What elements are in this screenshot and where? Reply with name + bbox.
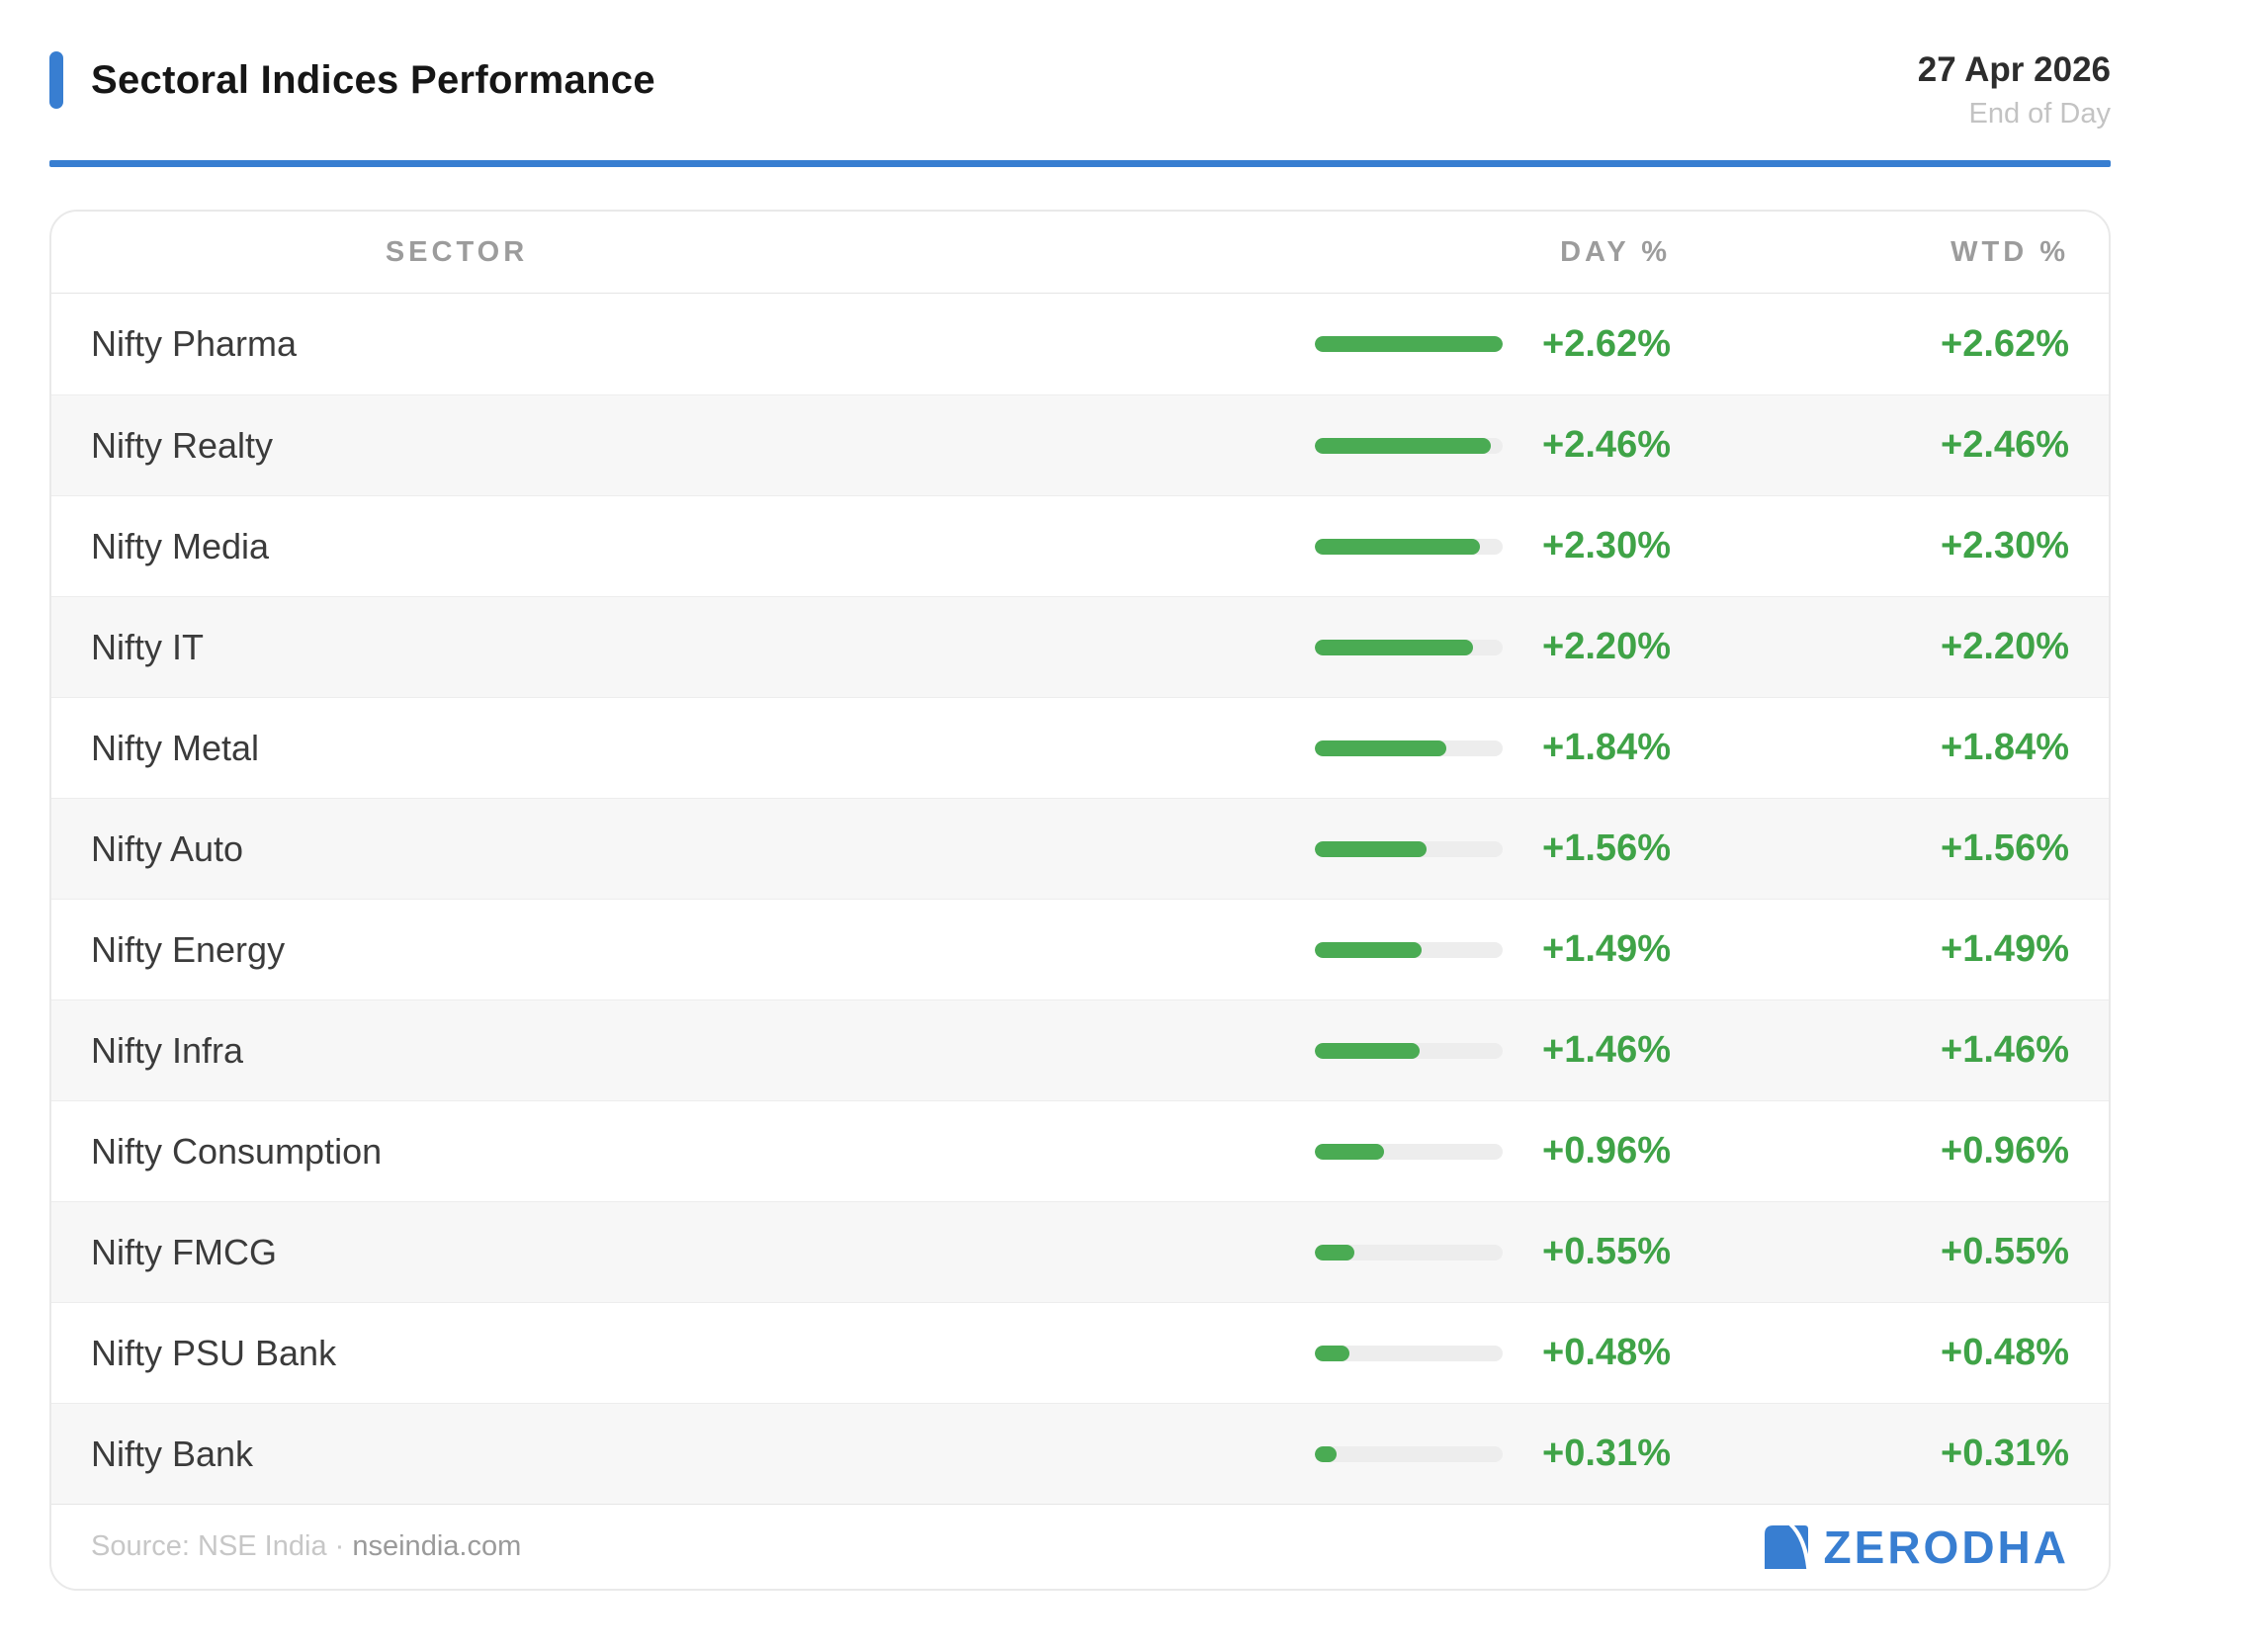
day-change-bar-track	[1315, 840, 1503, 857]
day-value: +0.96%	[1542, 1130, 1671, 1173]
day-change-bar-fill	[1315, 1244, 1354, 1261]
day-change-bar-fill	[1315, 840, 1428, 857]
table-row: Nifty IT +2.20% +2.20%	[51, 596, 2109, 698]
day-change-bar-track	[1315, 1244, 1503, 1261]
wtd-value: +2.20%	[1941, 626, 2069, 668]
wtd-value: +1.46%	[1941, 1029, 2069, 1072]
day-change-bar-fill	[1315, 941, 1423, 958]
content: Sectoral Indices Performance 27 Apr 2026…	[49, 50, 2111, 1592]
sector-name: Nifty PSU Bank	[91, 1332, 337, 1373]
sector-name: Nifty Media	[91, 525, 270, 566]
wtd-value: +1.49%	[1941, 928, 2069, 971]
zerodha-logo-icon	[1764, 1524, 1808, 1569]
table-footer: Source: NSE India · nseindia.com ZERODHA	[51, 1504, 2109, 1590]
day-change-bar-fill	[1315, 1445, 1338, 1462]
day-change-bar-track	[1315, 639, 1503, 655]
day-value: +0.55%	[1542, 1231, 1671, 1273]
sector-table-card: SECTOR DAY % WTD % Nifty Pharma +2.62% +…	[49, 210, 2111, 1592]
day-change-bar-fill	[1315, 1143, 1384, 1160]
day-change-bar-fill	[1315, 1345, 1349, 1361]
day-value: +1.84%	[1542, 727, 1671, 769]
source-attribution: Source: NSE India · nseindia.com	[91, 1530, 521, 1563]
wtd-value: +0.31%	[1941, 1433, 2069, 1475]
day-value: +2.20%	[1542, 626, 1671, 668]
wtd-value: +0.55%	[1941, 1231, 2069, 1273]
day-value: +1.46%	[1542, 1029, 1671, 1072]
sector-name: Nifty FMCG	[91, 1231, 277, 1272]
day-change-bar-track	[1315, 1143, 1503, 1160]
sector-name: Nifty Energy	[91, 928, 286, 970]
day-change-bar-track	[1315, 941, 1503, 958]
day-change-bar-track	[1315, 739, 1503, 756]
table-row: Nifty PSU Bank +0.48% +0.48%	[51, 1302, 2109, 1404]
source-prefix: Source: NSE India ·	[91, 1530, 345, 1563]
table-row: Nifty Bank +0.31% +0.31%	[51, 1403, 2109, 1505]
title-wrap: Sectoral Indices Performance	[49, 51, 655, 109]
sector-name: Nifty Consumption	[91, 1130, 383, 1172]
day-change-bar-track	[1315, 1445, 1503, 1462]
brand-logo: ZERODHA	[1764, 1521, 2069, 1574]
day-change-bar-fill	[1315, 538, 1480, 555]
table-row: Nifty Energy +1.49% +1.49%	[51, 899, 2109, 1000]
source-domain: nseindia.com	[352, 1530, 522, 1563]
sector-name: Nifty Realty	[91, 424, 274, 466]
table-row: Nifty Metal +1.84% +1.84%	[51, 697, 2109, 799]
day-value: +1.49%	[1542, 928, 1671, 971]
sector-name: Nifty Bank	[91, 1433, 254, 1474]
column-header-wtd: WTD %	[1951, 235, 2069, 268]
table-row: Nifty Realty +2.46% +2.46%	[51, 394, 2109, 496]
table-row: Nifty Pharma +2.62% +2.62%	[51, 294, 2109, 395]
table-header-row: SECTOR DAY % WTD %	[51, 212, 2109, 295]
column-header-day: DAY %	[1560, 235, 1671, 268]
day-value: +2.30%	[1542, 525, 1671, 567]
wtd-value: +1.56%	[1941, 827, 2069, 870]
table-row: Nifty Infra +1.46% +1.46%	[51, 1000, 2109, 1101]
day-change-bar-fill	[1315, 639, 1473, 655]
wtd-value: +2.30%	[1941, 525, 2069, 567]
date-block: 27 Apr 2026 End of Day	[1917, 50, 2111, 130]
sector-name: Nifty Auto	[91, 827, 244, 869]
column-header-sector-label: SECTOR	[385, 235, 529, 268]
sector-name: Nifty Pharma	[91, 323, 298, 365]
day-value: +0.31%	[1542, 1433, 1671, 1475]
table-row: Nifty Media +2.30% +2.30%	[51, 495, 2109, 597]
header-divider-rule	[49, 160, 2111, 168]
day-change-bar-track	[1315, 437, 1503, 454]
report-date: 27 Apr 2026	[1917, 50, 2111, 89]
day-change-bar-fill	[1315, 437, 1492, 454]
column-header-sector: SECTOR	[91, 236, 1315, 269]
table-row: Nifty FMCG +0.55% +0.55%	[51, 1201, 2109, 1303]
wtd-value: +0.96%	[1941, 1130, 2069, 1173]
day-change-bar-fill	[1315, 336, 1503, 353]
day-change-bar-fill	[1315, 1042, 1420, 1059]
wtd-value: +0.48%	[1941, 1332, 2069, 1374]
page-title: Sectoral Indices Performance	[91, 57, 655, 102]
table-row: Nifty Consumption +0.96% +0.96%	[51, 1100, 2109, 1202]
sector-name: Nifty Infra	[91, 1029, 244, 1071]
day-change-bar-fill	[1315, 739, 1447, 756]
day-change-bar-track	[1315, 1345, 1503, 1361]
wtd-value: +1.84%	[1941, 727, 2069, 769]
report-period: End of Day	[1968, 97, 2111, 130]
table-row: Nifty Auto +1.56% +1.56%	[51, 798, 2109, 900]
masthead: Sectoral Indices Performance 27 Apr 2026…	[49, 50, 2111, 130]
brand-name: ZERODHA	[1823, 1521, 2069, 1573]
table-body: Nifty Pharma +2.62% +2.62% Nifty Realty …	[51, 294, 2109, 1505]
sector-name: Nifty IT	[91, 626, 204, 667]
wtd-value: +2.62%	[1941, 322, 2069, 365]
title-accent-bar	[49, 51, 63, 109]
day-value: +0.48%	[1542, 1332, 1671, 1374]
day-change-bar-track	[1315, 336, 1503, 353]
sector-name: Nifty Metal	[91, 727, 260, 768]
day-value: +2.62%	[1542, 322, 1671, 365]
wtd-value: +2.46%	[1941, 424, 2069, 467]
day-value: +2.46%	[1542, 424, 1671, 467]
day-change-bar-track	[1315, 1042, 1503, 1059]
day-value: +1.56%	[1542, 827, 1671, 870]
day-change-bar-track	[1315, 538, 1503, 555]
